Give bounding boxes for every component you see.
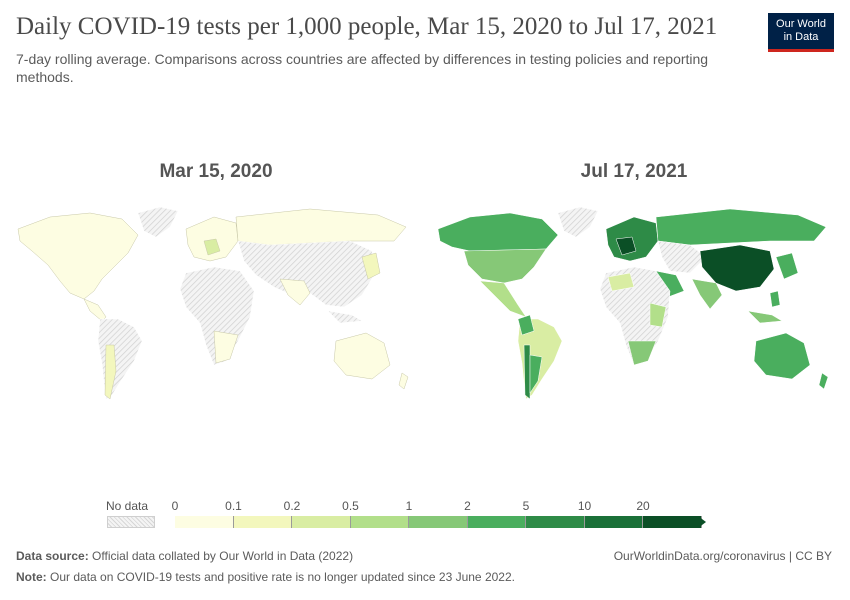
legend-tick-label: 0.2 xyxy=(283,499,301,513)
canada-shape xyxy=(437,212,559,252)
north-africa-shape xyxy=(607,272,635,292)
europe-tested-shape xyxy=(203,238,221,256)
legend-tick-label: 0.1 xyxy=(225,499,242,513)
mexico-shape xyxy=(479,280,527,318)
map-label-jul-2021: Jul 17, 2021 xyxy=(580,161,688,182)
legend-tick-label: 0 xyxy=(171,499,179,513)
legend-tick-label: 5 xyxy=(522,499,530,513)
note-text: Our data on COVID-19 tests and positive … xyxy=(50,570,515,584)
legend-swatch[interactable] xyxy=(584,516,643,528)
legend-tick-label: 0.5 xyxy=(342,499,359,513)
greenland-shape xyxy=(137,206,179,238)
footer-note: Note: Our data on COVID-19 tests and pos… xyxy=(16,570,515,584)
legend-tick-label: 20 xyxy=(636,499,650,513)
philippines-shape xyxy=(769,290,781,308)
indonesia-shape xyxy=(327,310,363,324)
australia-shape xyxy=(753,332,811,380)
asia-shape xyxy=(237,240,375,308)
russia-shape xyxy=(655,208,827,246)
india-shape xyxy=(691,278,723,310)
legend-arrow-icon xyxy=(698,516,706,528)
north-america-shape xyxy=(17,212,139,300)
legend-tick-label: 2 xyxy=(464,499,471,513)
chart-subtitle: 7-day rolling average. Comparisons acros… xyxy=(16,51,709,85)
legend-swatch[interactable] xyxy=(175,516,234,528)
logo-line-2: in Data xyxy=(783,31,819,43)
south-america-shape xyxy=(97,318,143,400)
legend-swatch[interactable] xyxy=(292,516,351,528)
logo-line-1: Our World xyxy=(776,18,826,30)
note-label: Note: xyxy=(16,570,47,584)
east-asia-shape xyxy=(361,252,381,280)
southern-africa-shape xyxy=(213,330,239,364)
world-map-mar-2020[interactable] xyxy=(10,195,420,415)
legend-swatch[interactable] xyxy=(409,516,468,528)
east-africa-shape xyxy=(649,302,667,328)
southern-africa-shape xyxy=(627,340,657,366)
map-label-mar-2020: Mar 15, 2020 xyxy=(159,161,273,182)
source-link[interactable]: OurWorldinData.org/coronavirus | CC BY xyxy=(613,549,832,563)
europe-high-shape xyxy=(615,236,637,256)
chile-shape xyxy=(523,344,531,400)
legend-swatch[interactable] xyxy=(467,516,526,528)
chart-title: Daily COVID-19 tests per 1,000 people, M… xyxy=(16,13,718,40)
australia-shape xyxy=(333,332,391,380)
china-shape xyxy=(699,244,775,292)
greenland-shape xyxy=(557,206,599,238)
legend-tick-label: 1 xyxy=(405,499,413,513)
legend-no-data-label: No data xyxy=(106,499,149,513)
owid-logo[interactable]: Our World in Data xyxy=(768,13,834,52)
world-map-jul-2021[interactable] xyxy=(430,195,840,415)
central-asia-shape xyxy=(657,240,707,274)
legend-color-bar xyxy=(175,516,702,528)
source-text: Official data collated by Our World in D… xyxy=(92,549,354,563)
chile-argentina-shape xyxy=(104,344,117,400)
legend-tick-label: 10 xyxy=(577,499,592,513)
colombia-shape xyxy=(517,314,535,336)
central-america-shape xyxy=(83,298,107,322)
source-label: Data source: xyxy=(16,549,89,563)
legend-swatch[interactable] xyxy=(643,516,702,528)
argentina-shape xyxy=(529,354,543,394)
east-asia-shape xyxy=(775,252,799,280)
legend-swatch[interactable] xyxy=(233,516,292,528)
russia-shape xyxy=(235,208,407,246)
new-zealand-shape xyxy=(818,372,829,390)
indonesia-shape xyxy=(747,310,783,324)
legend-no-data-swatch[interactable] xyxy=(107,516,155,528)
footer-source: Data source: Official data collated by O… xyxy=(16,549,353,563)
new-zealand-shape xyxy=(398,372,409,390)
europe-shape xyxy=(185,216,239,262)
legend-swatch[interactable] xyxy=(350,516,409,528)
usa-shape xyxy=(463,248,547,284)
south-asia-shape xyxy=(279,278,311,306)
legend-swatch[interactable] xyxy=(526,516,585,528)
